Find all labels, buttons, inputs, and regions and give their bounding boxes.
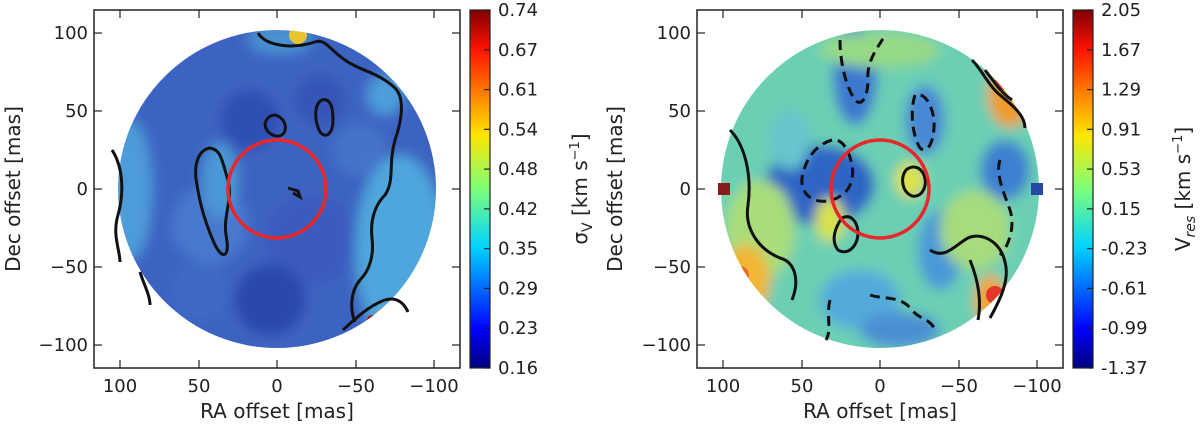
left-x-tick-label: 100 bbox=[103, 376, 137, 397]
left-y-tick-label: −50 bbox=[50, 257, 88, 278]
colorbar-tick-label: 0.16 bbox=[498, 358, 538, 379]
left-y-tick-label: 50 bbox=[65, 101, 88, 122]
right-x-tick-label: 50 bbox=[791, 376, 814, 397]
left-y-tick-label: 0 bbox=[77, 179, 88, 200]
colorbar-tick-label: 0.35 bbox=[498, 239, 538, 260]
colorbar-tick-label: -1.37 bbox=[1101, 358, 1148, 379]
colorbar-tick-label: 0.61 bbox=[498, 80, 538, 101]
colorbar-tick-label: -0.61 bbox=[1101, 278, 1148, 299]
right-y-tick-label: 0 bbox=[680, 179, 691, 200]
colorbar-tick-label: 0.23 bbox=[498, 318, 538, 339]
left-y-axis-label: Dec offset [mas] bbox=[1, 106, 25, 272]
left-x-tick-label: 50 bbox=[188, 376, 211, 397]
right-center-circle bbox=[829, 138, 931, 240]
left-x-tick-label: 0 bbox=[271, 376, 282, 397]
colorbar-tick-label: 0.42 bbox=[498, 199, 538, 220]
left-center-circle bbox=[226, 138, 328, 240]
colorbar-tick-label: -0.99 bbox=[1101, 318, 1148, 339]
colorbar-tick-label: 0.48 bbox=[498, 159, 538, 180]
left-x-ticks: 100 50 0 −50 −100 bbox=[103, 10, 459, 397]
right-colorbar-label: Vres [km s−1] bbox=[1171, 127, 1199, 251]
left-contours bbox=[110, 32, 410, 332]
left-y-ticks: 100 50 0 −50 −100 bbox=[39, 23, 460, 356]
left-colorbar-label: σV [km s−1] bbox=[568, 133, 596, 244]
left-y-tick-label: −100 bbox=[39, 335, 88, 356]
colorbar-tick-label: 0.53 bbox=[1101, 159, 1141, 180]
colorbar-tick-label: 0.74 bbox=[498, 0, 538, 21]
left-x-tick-label: −100 bbox=[409, 376, 458, 397]
colorbar-tick-label: 0.67 bbox=[498, 40, 538, 61]
left-colorbar-ticks: 0.74 0.67 0.61 0.54 0.48 0.42 0.35 0.29 0.23 0.16 bbox=[484, 0, 538, 379]
left-x-tick-label: −50 bbox=[337, 376, 375, 397]
left-x-axis-label: RA offset [mas] bbox=[200, 399, 354, 423]
right-plot-area bbox=[696, 9, 1064, 369]
right-colorbar: 2.05 1.67 1.29 0.91 0.53 0.15 -0.23 -0.61 -0.99 -… bbox=[1072, 0, 1199, 379]
left-plot-area bbox=[93, 9, 461, 369]
right-y-axis-label: Dec offset [mas] bbox=[603, 106, 627, 272]
left-colorbar: 0.74 0.67 0.61 0.54 0.48 0.42 0.35 0.29 0.23 0.16… bbox=[469, 0, 596, 379]
colorbar-tick-label: -0.23 bbox=[1101, 239, 1148, 260]
right-x-ticks: 100 50 0 −50 −100 bbox=[706, 10, 1062, 397]
right-x-tick-label: 100 bbox=[706, 376, 740, 397]
right-y-tick-label: 50 bbox=[668, 101, 691, 122]
right-panel: 100 50 0 −50 −100 100 50 0 −50 −100 RA o… bbox=[603, 0, 1199, 423]
colorbar-tick-label: 1.67 bbox=[1101, 40, 1141, 61]
right-y-tick-label: −100 bbox=[642, 335, 691, 356]
right-x-tick-label: −50 bbox=[940, 376, 978, 397]
colorbar-tick-label: 2.05 bbox=[1101, 0, 1141, 21]
colorbar-tick-label: 0.29 bbox=[498, 278, 538, 299]
colorbar-tick-label: 0.91 bbox=[1101, 119, 1141, 140]
right-colorbar-ticks: 2.05 1.67 1.29 0.91 0.53 0.15 -0.23 -0.61 -0.99 -… bbox=[1087, 0, 1148, 379]
left-panel: 100 50 0 −50 −100 100 50 0 −50 −100 RA o… bbox=[1, 0, 596, 423]
colorbar-tick-label: 1.29 bbox=[1101, 80, 1141, 101]
right-y-ticks: 100 50 0 −50 −100 bbox=[642, 23, 1063, 356]
right-y-tick-label: −50 bbox=[653, 257, 691, 278]
right-x-tick-label: 0 bbox=[874, 376, 885, 397]
colorbar-tick-label: 0.54 bbox=[498, 119, 538, 140]
left-y-tick-label: 100 bbox=[54, 23, 88, 44]
colorbar-tick-label: 0.15 bbox=[1101, 199, 1141, 220]
right-contours-positive bbox=[728, 58, 1027, 321]
right-x-tick-label: −100 bbox=[1012, 376, 1061, 397]
right-y-tick-label: 100 bbox=[657, 23, 691, 44]
right-x-axis-label: RA offset [mas] bbox=[803, 399, 957, 423]
